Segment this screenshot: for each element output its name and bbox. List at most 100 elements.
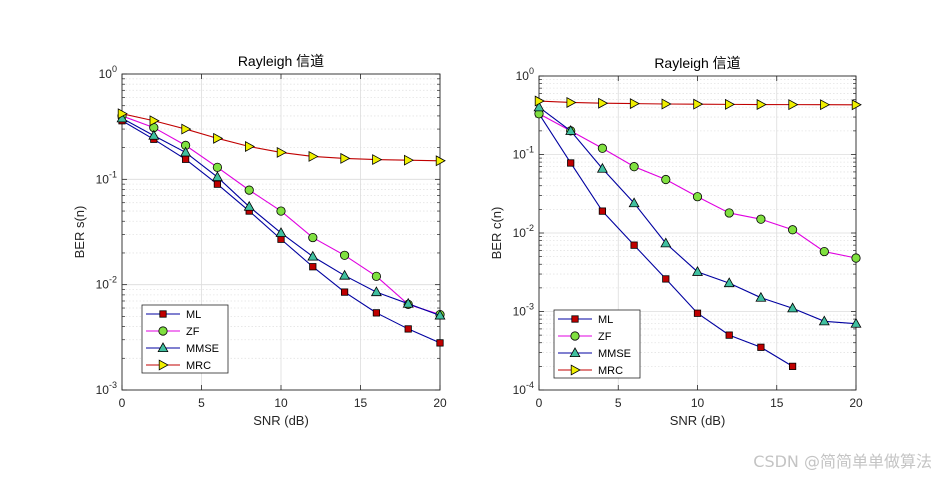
y-tick-label: 10-2 bbox=[96, 275, 117, 292]
data-point-mmse bbox=[211, 171, 223, 182]
data-point-mrc bbox=[725, 98, 736, 110]
series-mmse bbox=[116, 112, 446, 320]
data-point-mrc bbox=[566, 96, 577, 108]
series-mrc bbox=[117, 108, 446, 167]
x-tick-label: 15 bbox=[770, 396, 784, 410]
legend-entry-mrc: MRC bbox=[146, 359, 211, 372]
series-mrc bbox=[534, 95, 862, 111]
x-axis-label: SNR (dB) bbox=[670, 413, 726, 428]
y-axis-label: BER c(n) bbox=[489, 207, 504, 260]
data-point-zf bbox=[308, 232, 318, 243]
data-point-zf bbox=[851, 253, 861, 263]
x-tick-label: 5 bbox=[615, 396, 622, 410]
y-tick-exponent: -3 bbox=[526, 302, 534, 312]
x-tick-label: 0 bbox=[536, 396, 543, 410]
data-point-zf bbox=[819, 246, 829, 257]
legend-label: MMSE bbox=[598, 348, 631, 360]
legend-label: MRC bbox=[598, 365, 623, 377]
legend-entry-ml: ML bbox=[558, 314, 613, 326]
legend-entry-ml: ML bbox=[146, 309, 201, 321]
data-point-mmse bbox=[692, 266, 703, 276]
legend-label: ML bbox=[186, 309, 201, 321]
data-point-zf bbox=[371, 271, 381, 281]
data-point-zf bbox=[339, 250, 350, 260]
data-point-zf bbox=[756, 214, 766, 224]
legend-marker bbox=[159, 310, 167, 318]
legend-label: ML bbox=[598, 314, 613, 326]
legend-marker bbox=[570, 331, 580, 341]
legend-entry-zf: ZF bbox=[146, 326, 200, 338]
data-point-mmse bbox=[339, 269, 351, 280]
data-point-mrc bbox=[629, 98, 640, 110]
legend-entry-mmse: MMSE bbox=[146, 342, 219, 355]
y-tick-exponent: -1 bbox=[526, 145, 534, 155]
data-point-mrc bbox=[598, 97, 609, 109]
data-point-ml bbox=[213, 180, 221, 188]
y-tick-exponent: -2 bbox=[109, 275, 117, 285]
data-point-ml bbox=[277, 235, 285, 243]
data-point-mrc bbox=[403, 154, 415, 166]
data-point-mrc bbox=[181, 123, 192, 135]
data-point-mmse bbox=[565, 125, 577, 135]
data-point-mrc bbox=[661, 98, 672, 110]
data-point-mrc bbox=[820, 99, 831, 111]
y-tick-exponent: -4 bbox=[526, 380, 534, 390]
data-point-mrc bbox=[308, 150, 319, 162]
legend-marker bbox=[570, 364, 581, 376]
data-point-ml bbox=[630, 241, 638, 249]
data-point-zf bbox=[724, 208, 734, 218]
data-point-mmse bbox=[533, 101, 545, 112]
data-point-mmse bbox=[787, 302, 799, 313]
data-point-ml bbox=[693, 309, 702, 317]
legend-marker bbox=[571, 315, 579, 323]
data-point-mmse bbox=[180, 146, 192, 157]
legend-marker bbox=[158, 326, 168, 336]
legend-label: ZF bbox=[598, 331, 612, 343]
x-tick-label: 0 bbox=[119, 396, 126, 410]
data-point-mrc bbox=[435, 155, 446, 167]
axes-box bbox=[538, 75, 857, 391]
data-point-mmse bbox=[243, 200, 255, 211]
legend-entry-zf: ZF bbox=[558, 331, 612, 343]
x-axis-label: SNR (dB) bbox=[253, 413, 309, 428]
data-point-ml bbox=[340, 288, 349, 296]
legend: ML ZF MMSE MRC bbox=[141, 304, 229, 374]
data-point-mmse bbox=[723, 277, 735, 288]
data-point-ml bbox=[372, 309, 381, 317]
data-point-mrc bbox=[149, 115, 160, 127]
data-point-zf bbox=[692, 192, 703, 202]
data-point-mmse bbox=[434, 309, 446, 320]
data-point-mmse bbox=[148, 129, 160, 140]
data-point-mmse bbox=[755, 291, 767, 302]
y-tick-label: 100 bbox=[99, 64, 117, 81]
y-tick-label: 10-1 bbox=[96, 169, 117, 186]
data-point-mrc bbox=[244, 141, 256, 152]
data-point-mrc bbox=[372, 154, 383, 166]
legend-label: MMSE bbox=[186, 343, 219, 355]
y-tick-label: 10-3 bbox=[96, 380, 117, 397]
data-point-mmse bbox=[370, 286, 382, 297]
data-point-mrc bbox=[756, 99, 767, 111]
x-tick-label: 10 bbox=[274, 396, 288, 410]
data-point-mrc bbox=[213, 132, 224, 144]
data-point-zf bbox=[244, 185, 254, 195]
data-point-ml bbox=[309, 263, 317, 271]
data-point-zf bbox=[629, 162, 639, 172]
y-tick-label: 10-4 bbox=[513, 380, 534, 397]
y-tick-exponent: 0 bbox=[529, 66, 534, 76]
data-point-zf bbox=[661, 174, 671, 185]
data-point-mmse bbox=[850, 317, 862, 328]
data-point-ml bbox=[404, 325, 412, 333]
data-point-mrc bbox=[276, 146, 287, 158]
x-tick-label: 20 bbox=[849, 396, 863, 410]
legend-label: MRC bbox=[186, 360, 211, 372]
y-tick-label: 10-2 bbox=[513, 223, 534, 240]
data-point-mrc bbox=[534, 95, 545, 107]
legend-entry-mmse: MMSE bbox=[558, 347, 631, 360]
chart-title: Rayleigh 信道 bbox=[238, 53, 324, 69]
legend-marker bbox=[157, 342, 169, 353]
data-point-mrc bbox=[117, 108, 128, 120]
legend-box bbox=[553, 309, 641, 379]
series-mmse bbox=[533, 101, 862, 328]
